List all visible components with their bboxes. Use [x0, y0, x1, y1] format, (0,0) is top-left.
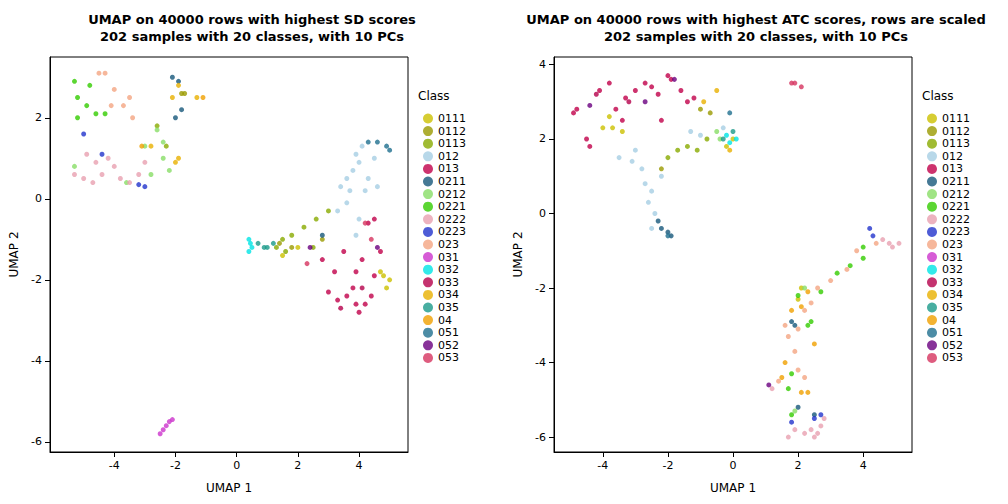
- svg-text:035: 035: [942, 301, 963, 314]
- svg-text:-2: -2: [31, 273, 42, 286]
- svg-text:0: 0: [730, 459, 737, 472]
- svg-text:202 samples with 20 classes, w: 202 samples with 20 classes, with 10 PCs: [604, 29, 908, 44]
- svg-text:UMAP 2: UMAP 2: [511, 231, 525, 277]
- svg-text:0: 0: [35, 192, 42, 205]
- svg-text:-4: -4: [597, 459, 608, 472]
- svg-text:0211: 0211: [942, 175, 970, 188]
- svg-text:052: 052: [942, 339, 963, 352]
- svg-text:0221: 0221: [942, 200, 970, 213]
- svg-text:0223: 0223: [942, 225, 970, 238]
- svg-text:032: 032: [942, 263, 963, 276]
- svg-text:051: 051: [942, 326, 963, 339]
- svg-text:053: 053: [438, 351, 459, 364]
- svg-text:013: 013: [942, 162, 963, 175]
- svg-text:0212: 0212: [438, 188, 466, 201]
- svg-text:0223: 0223: [438, 225, 466, 238]
- svg-text:0: 0: [233, 459, 240, 472]
- svg-text:0113: 0113: [942, 137, 970, 150]
- svg-text:0112: 0112: [438, 125, 466, 138]
- svg-text:033: 033: [942, 276, 963, 289]
- svg-text:UMAP 1: UMAP 1: [206, 481, 252, 495]
- svg-text:0111: 0111: [438, 112, 466, 125]
- svg-text:UMAP 2: UMAP 2: [7, 231, 21, 277]
- svg-text:UMAP on 40000 rows with highes: UMAP on 40000 rows with highest SD score…: [88, 12, 416, 27]
- svg-text:-6: -6: [31, 435, 42, 448]
- svg-text:0221: 0221: [438, 200, 466, 213]
- svg-text:UMAP on 40000 rows with highes: UMAP on 40000 rows with highest ATC scor…: [526, 12, 985, 27]
- svg-text:UMAP 1: UMAP 1: [710, 481, 756, 495]
- svg-text:034: 034: [438, 288, 459, 301]
- svg-text:-2: -2: [535, 282, 546, 295]
- svg-text:035: 035: [438, 301, 459, 314]
- svg-text:2: 2: [795, 459, 802, 472]
- svg-text:0111: 0111: [942, 112, 970, 125]
- svg-text:Class: Class: [418, 89, 450, 103]
- svg-text:0112: 0112: [942, 125, 970, 138]
- svg-text:0222: 0222: [438, 213, 466, 226]
- svg-text:031: 031: [942, 251, 963, 264]
- svg-text:-4: -4: [535, 356, 546, 369]
- svg-text:012: 012: [438, 150, 459, 163]
- svg-text:052: 052: [438, 339, 459, 352]
- svg-text:053: 053: [942, 351, 963, 364]
- svg-text:4: 4: [860, 459, 867, 472]
- svg-text:012: 012: [942, 150, 963, 163]
- svg-text:-6: -6: [535, 431, 546, 444]
- svg-text:051: 051: [438, 326, 459, 339]
- svg-text:031: 031: [438, 251, 459, 264]
- svg-text:2: 2: [294, 459, 301, 472]
- svg-text:04: 04: [942, 314, 956, 327]
- svg-text:023: 023: [942, 238, 963, 251]
- svg-text:0211: 0211: [438, 175, 466, 188]
- svg-text:0222: 0222: [942, 213, 970, 226]
- svg-text:Class: Class: [922, 89, 954, 103]
- svg-text:4: 4: [539, 58, 546, 71]
- svg-text:033: 033: [438, 276, 459, 289]
- svg-text:-2: -2: [170, 459, 181, 472]
- svg-text:-2: -2: [662, 459, 673, 472]
- svg-text:032: 032: [438, 263, 459, 276]
- svg-text:2: 2: [35, 111, 42, 124]
- svg-text:-4: -4: [31, 354, 42, 367]
- svg-text:0: 0: [539, 207, 546, 220]
- svg-text:2: 2: [539, 132, 546, 145]
- svg-text:0212: 0212: [942, 188, 970, 201]
- svg-text:0113: 0113: [438, 137, 466, 150]
- svg-text:202 samples with 20 classes, w: 202 samples with 20 classes, with 10 PCs: [100, 29, 404, 44]
- svg-text:4: 4: [356, 459, 363, 472]
- svg-text:034: 034: [942, 288, 963, 301]
- svg-text:-4: -4: [109, 459, 120, 472]
- svg-text:013: 013: [438, 162, 459, 175]
- svg-text:04: 04: [438, 314, 452, 327]
- svg-text:023: 023: [438, 238, 459, 251]
